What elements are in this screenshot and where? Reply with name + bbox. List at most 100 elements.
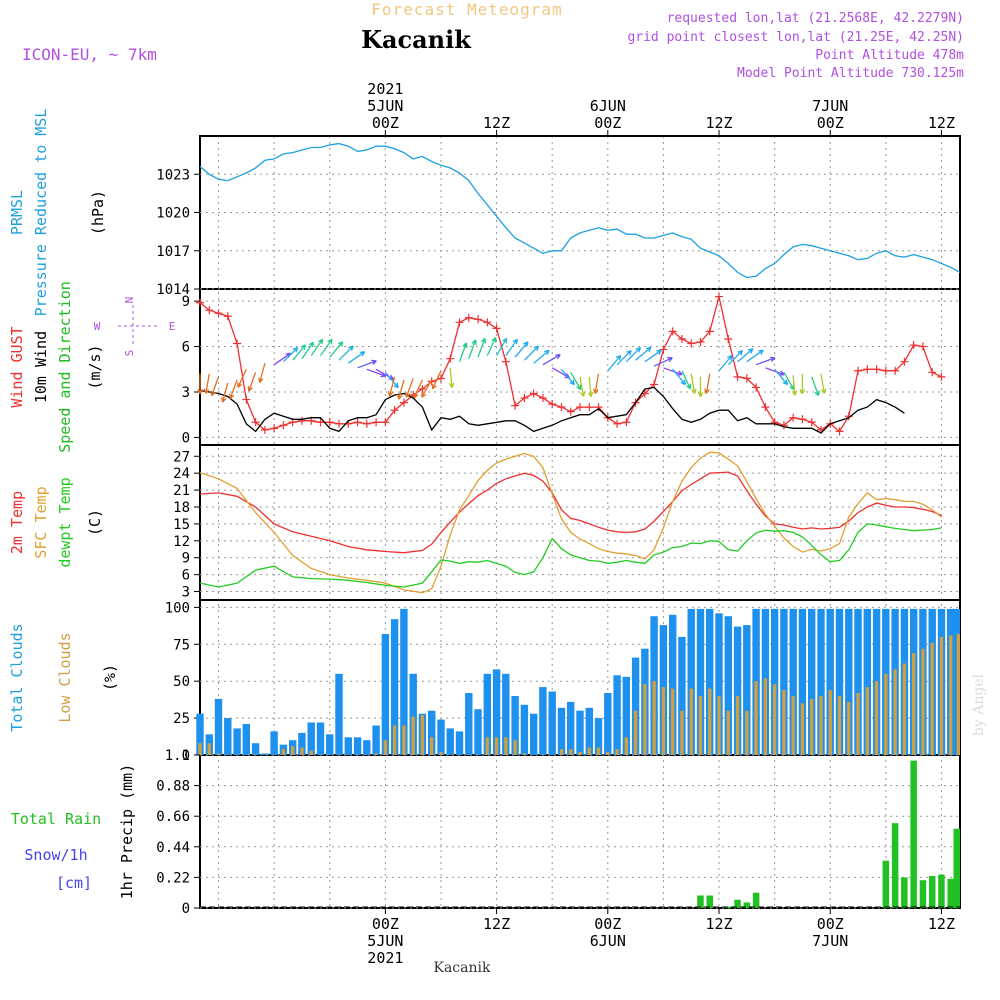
wind-direction-arrow: [783, 371, 795, 391]
panel-label: [cm]: [56, 874, 92, 892]
wind-direction-arrow: [237, 369, 247, 388]
watermark: by Angel: [971, 673, 987, 736]
gust-marker: [446, 354, 455, 363]
y-tick-label: 12: [173, 534, 190, 550]
bottom-time-label: 12Z: [483, 915, 510, 933]
wind-direction-arrow: [625, 346, 642, 363]
total-cloud-bar: [233, 728, 241, 755]
low-cloud-bar: [504, 737, 508, 755]
panel-label: (%): [101, 664, 119, 691]
gust-marker: [492, 324, 501, 333]
gust-marker: [399, 398, 408, 407]
low-cloud-bar: [671, 688, 675, 755]
wind-direction-arrow: [663, 367, 683, 376]
wind-direction-arrow: [607, 354, 622, 372]
gust-marker: [279, 421, 288, 430]
wind-direction-arrow: [561, 368, 575, 386]
total-cloud-bar: [696, 608, 705, 755]
low-cloud-bar: [782, 690, 786, 755]
wind-direction-arrow: [746, 349, 764, 363]
y-tick-label: 1020: [156, 206, 190, 222]
wind-direction-arrow: [384, 371, 399, 389]
rain-bar: [929, 876, 936, 908]
gust-marker: [872, 365, 881, 374]
low-cloud-bar: [874, 681, 879, 755]
low-cloud-bar: [930, 642, 934, 755]
total-cloud-bar: [743, 625, 751, 755]
gust-marker: [520, 394, 529, 403]
y-tick-label: 0.22: [156, 870, 190, 886]
top-time-label: 12Z: [483, 114, 510, 132]
wind-direction-arrow: [570, 371, 582, 391]
gust-marker: [659, 345, 668, 354]
total-cloud-bar: [789, 608, 797, 755]
gust-marker: [715, 292, 724, 301]
grid-point-coords: grid point closest lon,lat (21.25E, 42.2…: [627, 30, 964, 45]
gust-marker: [928, 368, 937, 377]
wind-direction-arrow: [319, 338, 333, 356]
gust-marker: [770, 418, 779, 427]
low-cloud-bar: [912, 653, 916, 755]
wind-direction-arrow: [229, 379, 238, 400]
gust-marker: [576, 403, 584, 412]
wind-direction-arrow: [765, 367, 785, 376]
total-cloud-bar: [437, 719, 445, 755]
gust-marker: [511, 401, 520, 410]
total-cloud-bar: [298, 732, 306, 755]
low-cloud-bar: [800, 703, 805, 755]
low-cloud-bar: [420, 715, 425, 755]
total-cloud-bar: [706, 608, 714, 755]
gust-marker: [798, 415, 807, 424]
wind-direction-arrow: [697, 376, 704, 398]
total-cloud-bar: [492, 669, 501, 755]
low-cloud-bar: [708, 688, 712, 755]
top-time-label: 2021: [367, 80, 403, 98]
total-cloud-bar: [530, 713, 538, 755]
y-tick-label: 0: [182, 430, 190, 446]
low-cloud-bar: [291, 746, 295, 755]
wind-direction-arrow: [310, 338, 324, 356]
wind-direction-arrow: [811, 376, 820, 397]
gust-marker: [548, 400, 557, 409]
rain-bar: [953, 828, 960, 908]
gust-marker: [196, 298, 204, 307]
wind-direction-arrow: [486, 336, 497, 356]
gust-marker: [483, 318, 492, 327]
gust-marker: [613, 419, 622, 428]
wind-direction-arrow: [273, 352, 292, 366]
wind-direction-arrow: [468, 339, 477, 359]
low-cloud-bar: [411, 716, 415, 755]
low-cloud-bar: [847, 701, 851, 755]
gust-marker: [742, 374, 751, 383]
y-tick-label: 50: [173, 674, 190, 690]
panel-label: Pressure Reduced to MSL: [32, 109, 50, 317]
wind-direction-arrow: [413, 379, 423, 399]
wind-direction-arrow: [727, 349, 744, 366]
total-cloud-bar: [242, 724, 250, 755]
total-cloud-bar: [798, 608, 807, 755]
total-cloud-bar: [548, 691, 556, 755]
gust-marker: [622, 418, 631, 427]
line-series: [199, 523, 942, 588]
total-cloud-bar: [372, 725, 380, 755]
gust-marker: [724, 334, 733, 343]
total-cloud-bar: [631, 657, 640, 755]
total-cloud-bar: [678, 636, 686, 755]
low-cloud-bar: [198, 743, 202, 755]
gust-marker: [854, 366, 863, 375]
panel-label: 10m Wind: [32, 331, 50, 403]
low-cloud-bar: [596, 747, 601, 755]
wind-direction-arrow: [505, 338, 518, 356]
total-cloud-bar: [622, 676, 630, 755]
low-cloud-bar: [810, 698, 814, 755]
gust-marker: [390, 406, 399, 415]
wind-direction-arrow: [258, 363, 266, 383]
low-cloud-bar: [393, 725, 397, 755]
rain-bar: [919, 880, 927, 908]
gust-marker: [705, 327, 714, 336]
total-cloud-bar: [780, 608, 788, 755]
footer-location: Kacanik: [434, 960, 491, 976]
wind-direction-arrow: [397, 379, 405, 400]
gust-marker: [909, 341, 918, 350]
wind-direction-arrow: [737, 348, 754, 363]
